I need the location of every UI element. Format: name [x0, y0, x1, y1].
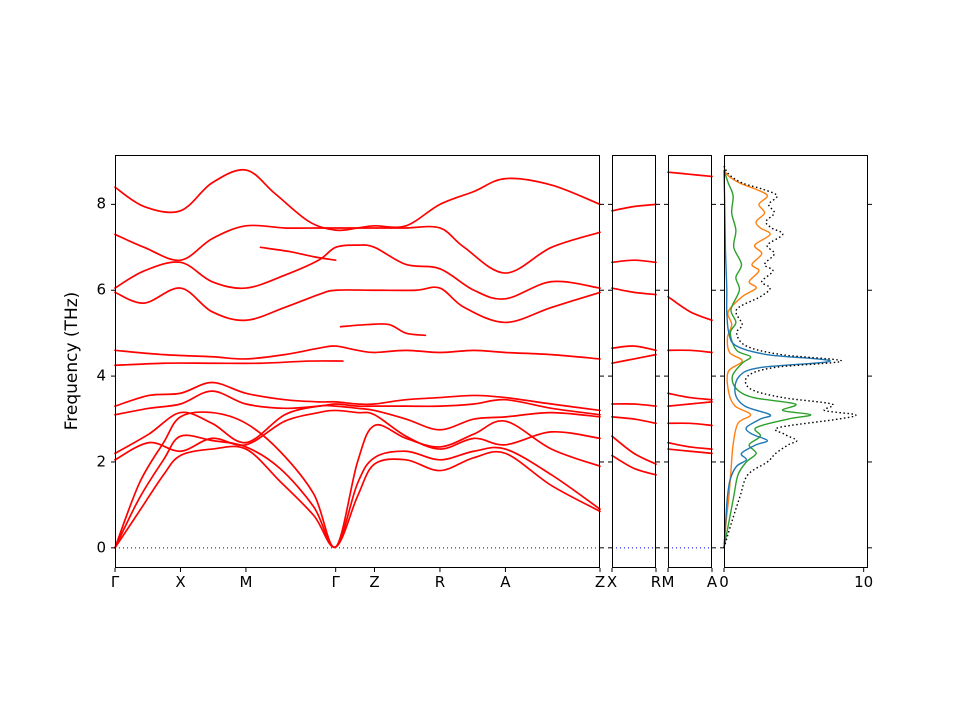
bands-plot — [664, 155, 716, 572]
x-tick-label: M — [661, 573, 675, 591]
phonon-band-line — [611, 287, 657, 296]
dos-plot — [720, 155, 872, 572]
phonon-band-line — [667, 441, 713, 450]
x-tick-label: Γ — [110, 573, 120, 591]
x-tick-label: 10 — [854, 573, 874, 591]
phonon-band-line — [114, 360, 344, 367]
x-tick-label: A — [706, 573, 718, 591]
phonon-band-line — [667, 171, 713, 178]
phonon-band-line — [667, 349, 713, 354]
panel-frame — [115, 155, 600, 568]
x-tick-label: Z — [369, 573, 380, 591]
band-structure-panel-x-r — [608, 155, 660, 572]
y-tick-label: 6 — [96, 280, 106, 299]
phonon-band-line — [611, 454, 657, 476]
y-tick-label: 4 — [96, 366, 106, 385]
x-tick-label: 0 — [719, 573, 729, 591]
bands-plot — [111, 155, 604, 572]
phonon-band-line — [611, 203, 657, 212]
phonon-band-line — [611, 353, 657, 365]
phonon-band-line — [114, 381, 601, 412]
dos-panel — [720, 155, 872, 572]
phonon-band-line — [667, 448, 713, 455]
x-tick-label: M — [239, 573, 253, 591]
bands-plot — [608, 155, 660, 572]
phonon-band-line — [114, 286, 601, 324]
phonon-band-line — [114, 404, 601, 455]
phonon-band-line — [114, 409, 601, 461]
phonon-band-line — [667, 401, 713, 407]
phonon-band-line — [611, 435, 657, 465]
phonon-band-line — [114, 244, 601, 300]
phonon-band-line — [114, 390, 601, 416]
phonon-band-line — [667, 422, 713, 427]
phonon-band-line — [611, 416, 657, 425]
x-tick-label: A — [500, 573, 511, 591]
phonon-band-line — [667, 392, 713, 401]
x-tick-label: X — [175, 573, 186, 591]
phonon-band-line — [114, 411, 601, 549]
phonon-band-line — [611, 345, 657, 352]
phonon-band-line — [611, 402, 657, 407]
phonon-band-line — [114, 345, 601, 360]
x-tick-label: Z — [594, 573, 606, 591]
panel-frame — [724, 155, 868, 568]
x-tick-label: R — [650, 573, 662, 591]
panel-frame — [612, 155, 656, 568]
x-tick-label: R — [434, 573, 446, 591]
x-tick-label: Γ — [331, 573, 340, 591]
phonon-band-line — [667, 295, 713, 322]
phonon-band-line — [114, 224, 601, 274]
dos-orange-curve — [723, 165, 771, 548]
y-tick-label: 8 — [96, 194, 106, 213]
y-tick-label: 2 — [96, 452, 106, 471]
band-structure-panel-main — [111, 155, 604, 572]
y-tick-label: 0 — [96, 538, 106, 557]
dos-green-curve — [723, 169, 812, 548]
phonon-band-line — [114, 168, 601, 232]
dos-total-dotted-curve — [723, 165, 857, 549]
x-tick-label: X — [606, 573, 618, 591]
phonon-band-line — [339, 323, 427, 337]
phonon-band-line — [611, 259, 657, 264]
y-axis-label: Frequency (THz) — [62, 291, 82, 431]
phonon-band-line — [259, 246, 337, 262]
band-structure-panel-m-a — [664, 155, 716, 572]
panel-frame — [668, 155, 712, 568]
dos-blue-curve — [723, 170, 831, 548]
